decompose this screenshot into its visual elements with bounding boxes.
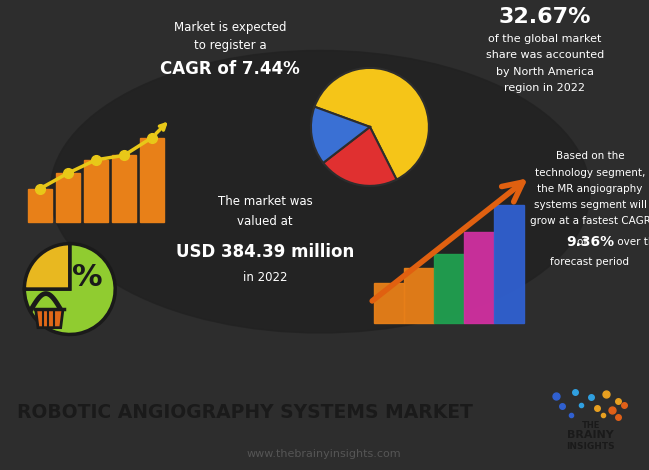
Bar <box>84 160 108 222</box>
Text: THE: THE <box>582 421 600 430</box>
Bar <box>56 173 80 222</box>
Bar <box>494 205 524 323</box>
Text: region in 2022: region in 2022 <box>504 83 585 93</box>
Text: BRAINY: BRAINY <box>567 431 614 440</box>
Text: 9.36%: 9.36% <box>566 235 614 249</box>
Text: to register a: to register a <box>193 39 266 52</box>
Text: in 2022: in 2022 <box>243 271 288 284</box>
Wedge shape <box>323 127 397 186</box>
Wedge shape <box>315 68 429 180</box>
Text: CAGR of 7.44%: CAGR of 7.44% <box>160 60 300 78</box>
Text: USD 384.39 million: USD 384.39 million <box>176 243 354 261</box>
FancyArrowPatch shape <box>372 182 523 301</box>
Text: Based on the: Based on the <box>556 151 624 161</box>
Text: the MR angiography: the MR angiography <box>537 184 643 194</box>
Text: Market is expected: Market is expected <box>174 21 286 34</box>
Bar <box>434 254 464 323</box>
Text: www.thebrainyinsights.com: www.thebrainyinsights.com <box>247 449 401 459</box>
Bar <box>464 232 494 323</box>
Bar <box>28 188 52 222</box>
Bar <box>404 268 434 323</box>
Text: over the: over the <box>614 237 649 247</box>
Text: %: % <box>72 263 103 292</box>
Wedge shape <box>25 243 70 289</box>
Text: of the global market: of the global market <box>488 34 602 44</box>
Text: by North America: by North America <box>496 67 594 77</box>
Ellipse shape <box>50 50 590 333</box>
Bar <box>112 156 136 222</box>
Text: ROBOTIC ANGIOGRAPHY SYSTEMS MARKET: ROBOTIC ANGIOGRAPHY SYSTEMS MARKET <box>17 403 473 422</box>
Bar <box>374 283 404 323</box>
Text: grow at a fastest CAGR: grow at a fastest CAGR <box>530 216 649 226</box>
Text: The market was: The market was <box>217 196 312 208</box>
Text: forecast period: forecast period <box>550 257 630 267</box>
Text: of: of <box>576 237 590 247</box>
Text: 32.67%: 32.67% <box>498 7 591 27</box>
Text: systems segment will: systems segment will <box>533 200 646 210</box>
Text: technology segment,: technology segment, <box>535 167 645 178</box>
Bar <box>140 138 164 222</box>
Text: INSIGHTS: INSIGHTS <box>567 442 615 451</box>
Text: share was accounted: share was accounted <box>486 50 604 61</box>
Wedge shape <box>25 243 115 335</box>
Text: valued at: valued at <box>237 215 293 228</box>
Polygon shape <box>36 309 63 328</box>
Wedge shape <box>311 107 370 163</box>
